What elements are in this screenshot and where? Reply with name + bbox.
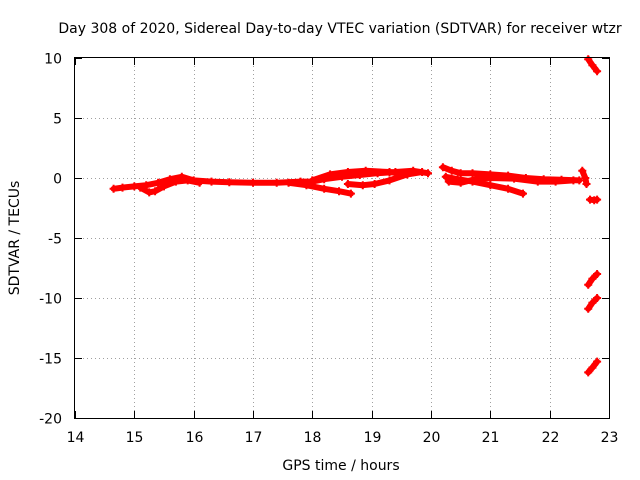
data-point bbox=[438, 163, 447, 172]
data-point bbox=[385, 176, 394, 185]
data-point bbox=[486, 174, 495, 182]
data-point bbox=[183, 176, 192, 185]
data-point bbox=[361, 166, 370, 175]
data-point bbox=[284, 178, 293, 187]
data-point bbox=[195, 178, 204, 187]
x-tick-label: 14 bbox=[67, 430, 85, 446]
data-point bbox=[346, 189, 355, 198]
data-point bbox=[593, 195, 602, 204]
y-tick-label: -5 bbox=[48, 232, 62, 248]
data-point bbox=[584, 55, 593, 64]
data-point bbox=[343, 168, 352, 176]
data-point bbox=[225, 178, 234, 187]
data-point bbox=[109, 184, 118, 193]
x-tick-label: 15 bbox=[126, 430, 144, 446]
y-tick-label: -10 bbox=[39, 292, 62, 308]
data-point bbox=[418, 168, 427, 176]
y-tick-label: 10 bbox=[44, 52, 62, 68]
data-point bbox=[588, 274, 597, 283]
data-point bbox=[335, 187, 343, 196]
data-point bbox=[249, 178, 257, 187]
y-tick-label: -15 bbox=[39, 352, 62, 368]
data-point bbox=[584, 368, 593, 377]
data-point bbox=[358, 181, 367, 190]
data-point bbox=[581, 174, 590, 182]
axis-ticks: 14 15 16 17 18 19 20 21 22 23 -20 -15 -10 -5 0 5 10 bbox=[39, 52, 618, 447]
data-point bbox=[588, 363, 597, 372]
y-tick-label: 5 bbox=[53, 112, 62, 128]
x-tick-label: 18 bbox=[304, 430, 322, 446]
data-point bbox=[154, 178, 163, 187]
data-point bbox=[403, 170, 412, 179]
data-point bbox=[588, 298, 597, 307]
x-tick-label: 19 bbox=[364, 430, 382, 446]
plot-frame bbox=[74, 57, 610, 419]
data-point bbox=[118, 183, 127, 192]
data-point bbox=[444, 177, 453, 186]
data-point bbox=[130, 182, 139, 191]
data-point bbox=[504, 184, 513, 193]
x-axis-label: GPS time / hours bbox=[282, 458, 399, 474]
data-point bbox=[593, 67, 602, 76]
data-point bbox=[308, 176, 317, 185]
data-point bbox=[551, 177, 560, 186]
data-point bbox=[302, 181, 311, 190]
data-point bbox=[160, 182, 168, 191]
data-point bbox=[468, 169, 477, 178]
y-tick-label: -20 bbox=[39, 412, 62, 428]
data-point bbox=[136, 183, 145, 192]
data-point bbox=[593, 357, 602, 366]
data-point bbox=[456, 169, 465, 178]
data-point bbox=[370, 180, 379, 188]
y-axis-label: SDTVAR / TECUs bbox=[7, 181, 23, 296]
data-point bbox=[486, 181, 495, 190]
data-point bbox=[424, 169, 432, 178]
data-point bbox=[343, 180, 352, 188]
data-point bbox=[569, 176, 578, 185]
x-tick-label: 23 bbox=[601, 430, 619, 446]
data-point bbox=[441, 172, 450, 181]
x-tick-label: 22 bbox=[542, 430, 560, 446]
x-tick-label: 21 bbox=[482, 430, 500, 446]
data-point bbox=[578, 166, 587, 175]
data-point bbox=[145, 188, 154, 197]
x-tick-label: 16 bbox=[186, 430, 204, 446]
data-point bbox=[385, 168, 394, 176]
data-point bbox=[272, 178, 281, 187]
data-point bbox=[593, 270, 602, 278]
data-point bbox=[533, 177, 542, 186]
x-tick-label: 20 bbox=[423, 430, 441, 446]
x-tick-label: 17 bbox=[245, 430, 263, 446]
data-point bbox=[582, 180, 591, 188]
data-point bbox=[471, 175, 480, 184]
data-point bbox=[207, 177, 216, 186]
y-tick-label: 0 bbox=[53, 172, 62, 188]
data-point bbox=[447, 166, 456, 175]
data-point bbox=[519, 189, 527, 198]
data-point bbox=[588, 61, 597, 70]
data-point bbox=[593, 294, 602, 302]
data-point bbox=[510, 174, 519, 183]
data-point bbox=[584, 280, 593, 289]
data-point bbox=[326, 170, 335, 179]
chart-title: Day 308 of 2020, Sidereal Day-to-day VTE… bbox=[58, 21, 622, 37]
data-point bbox=[320, 184, 329, 193]
data-traces bbox=[109, 55, 602, 377]
data-point bbox=[456, 178, 465, 187]
data-point bbox=[171, 177, 180, 186]
data-point bbox=[151, 187, 160, 196]
data-point bbox=[584, 304, 593, 313]
grid-lines bbox=[75, 58, 609, 418]
